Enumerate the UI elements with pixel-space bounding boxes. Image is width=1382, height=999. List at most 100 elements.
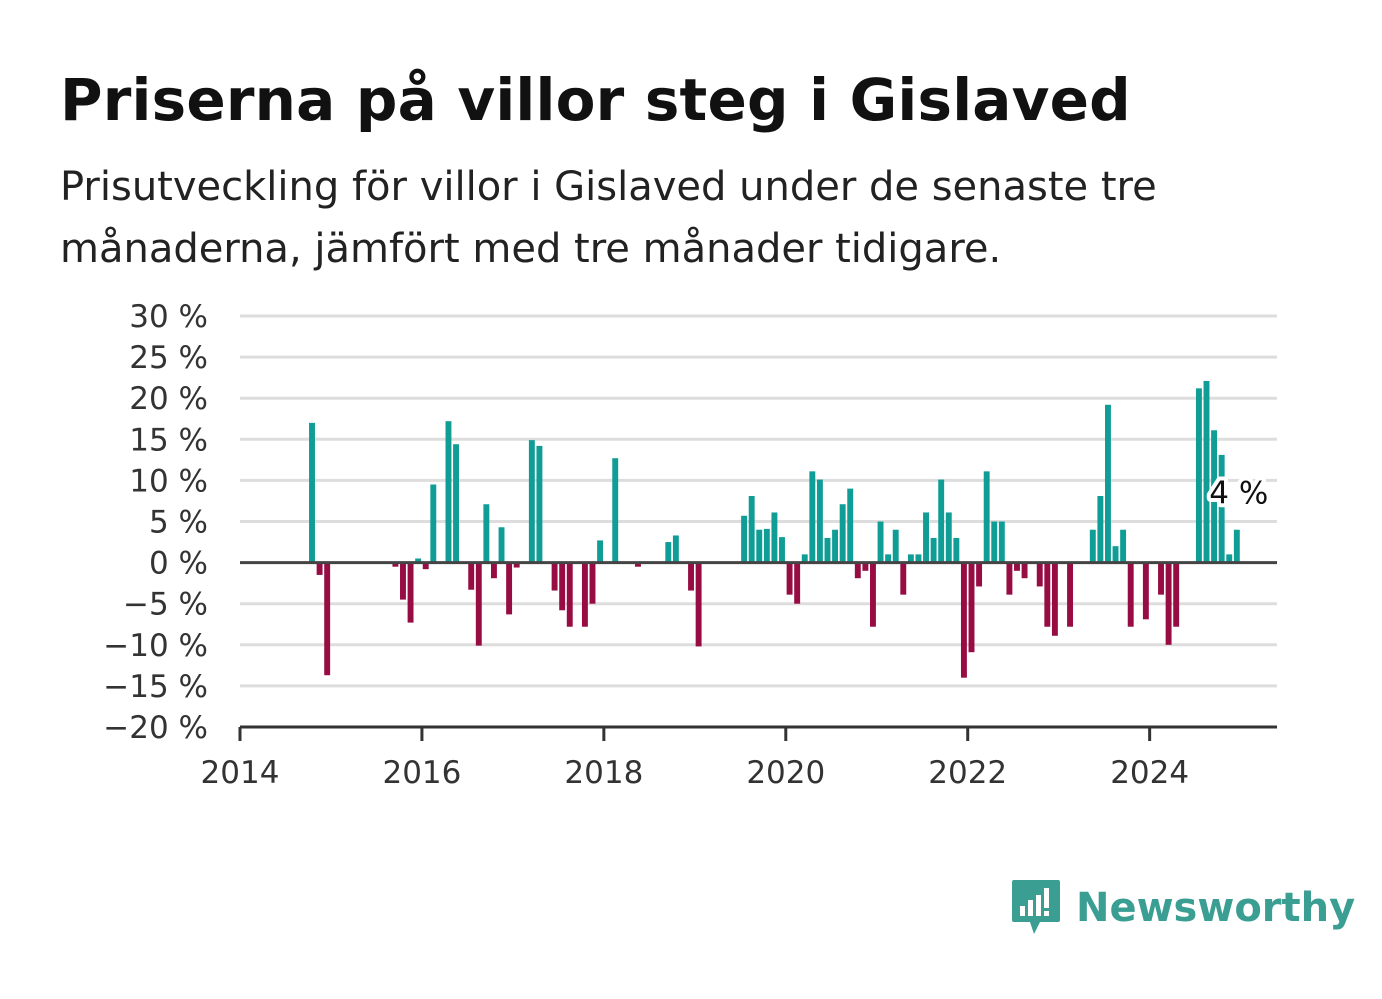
bar-2016-02 xyxy=(430,484,437,563)
annotation-label: 4 % xyxy=(1209,476,1268,512)
bar-2020-10 xyxy=(854,562,861,579)
newsworthy-logo-icon xyxy=(1012,880,1060,934)
bar-2022-08 xyxy=(1021,562,1028,579)
bar-2018-02 xyxy=(612,458,619,563)
y-tick-label: 10 % xyxy=(129,463,208,499)
bar-2021-08 xyxy=(930,537,937,563)
bar-2017-01 xyxy=(513,562,520,568)
bar-2017-12 xyxy=(597,540,604,563)
bar-2022-01 xyxy=(968,562,975,653)
bar-2022-07 xyxy=(1014,562,1020,571)
bar-2015-10 xyxy=(400,562,406,600)
bar-2020-02 xyxy=(794,562,801,604)
bar-2020-04 xyxy=(809,471,816,563)
bar-2024-08 xyxy=(1203,380,1210,563)
bar-2021-07 xyxy=(923,512,929,563)
bar-2023-09 xyxy=(1120,529,1127,563)
x-tick-label: 2016 xyxy=(382,755,461,791)
bar-2022-06 xyxy=(1006,562,1013,595)
bar-2022-12 xyxy=(1051,562,1058,636)
bar-2024-12 xyxy=(1233,529,1240,563)
bar-2024-07 xyxy=(1195,388,1202,563)
bar-2023-02 xyxy=(1067,562,1074,627)
bar-2023-12 xyxy=(1142,562,1149,620)
bar-2020-01 xyxy=(786,562,793,595)
bar-2016-10 xyxy=(490,562,497,579)
bar-2017-07 xyxy=(559,562,566,611)
newsworthy-logo: Newsworthy xyxy=(1010,878,1355,938)
annotation: 4 %4 % xyxy=(1205,472,1272,516)
bar-2023-08 xyxy=(1112,546,1119,563)
bar-2017-04 xyxy=(536,445,543,563)
y-tick-label: 25 % xyxy=(129,340,208,376)
bar-2022-10 xyxy=(1036,562,1043,587)
bar-2024-02 xyxy=(1158,562,1164,595)
bar-2017-10 xyxy=(581,562,588,627)
bar-2019-09 xyxy=(756,529,763,563)
bar-2021-05 xyxy=(907,554,914,563)
y-tick-label: 15 % xyxy=(129,422,208,458)
bar-2014-10 xyxy=(309,422,315,563)
bar-2017-06 xyxy=(551,562,558,591)
bar-2023-05 xyxy=(1089,529,1096,563)
y-tick-label: −20 % xyxy=(103,710,208,746)
bar-2019-10 xyxy=(763,528,770,563)
bar-2015-11 xyxy=(407,562,414,623)
annotation-halo: 4 % xyxy=(1209,476,1268,512)
bar-2016-01 xyxy=(422,562,429,570)
bar-2023-06 xyxy=(1097,496,1104,563)
bar-2015-09 xyxy=(392,562,399,567)
y-tick-label: −15 % xyxy=(103,669,208,705)
bar-2014-12 xyxy=(324,562,331,676)
bar-2023-07 xyxy=(1105,404,1111,563)
chart-subtitle: Prisutveckling för villor i Gislaved und… xyxy=(60,164,1157,272)
x-tick-label: 2018 xyxy=(564,755,643,791)
bar-2024-09 xyxy=(1211,430,1218,563)
bar-2017-03 xyxy=(528,440,535,563)
x-tick-label: 2022 xyxy=(928,755,1007,791)
bar-2020-08 xyxy=(839,504,846,563)
bar-2022-02 xyxy=(976,562,983,587)
bar-2019-01 xyxy=(695,562,702,647)
bar-2021-09 xyxy=(938,479,945,563)
x-tick-label: 2020 xyxy=(746,755,825,791)
bar-2021-01 xyxy=(877,521,884,563)
bar-2024-03 xyxy=(1165,562,1172,645)
bar-2016-09 xyxy=(483,504,490,563)
bar-2019-08 xyxy=(748,496,755,563)
bar-2015-12 xyxy=(415,558,422,563)
bar-2023-10 xyxy=(1127,562,1134,627)
bar-2024-11 xyxy=(1226,554,1233,563)
bar-2022-05 xyxy=(998,521,1005,563)
bar-2017-08 xyxy=(566,562,573,627)
bar-2024-10 xyxy=(1218,454,1225,563)
bar-2020-07 xyxy=(832,529,839,563)
bar-2016-05 xyxy=(453,444,459,563)
bar-2021-02 xyxy=(885,554,892,563)
x-tick-label: 2024 xyxy=(1110,755,1189,791)
brand-name: Newsworthy xyxy=(1076,885,1356,931)
y-tick-label: 5 % xyxy=(149,505,208,541)
bar-2020-05 xyxy=(816,479,823,563)
bar-2022-04 xyxy=(991,521,998,563)
bar-2016-07 xyxy=(468,562,475,590)
bar-2018-12 xyxy=(688,562,694,591)
x-tick-label: 2014 xyxy=(201,755,280,791)
bar-2016-11 xyxy=(498,527,505,563)
bar-2020-09 xyxy=(847,488,854,563)
bar-2021-04 xyxy=(900,562,907,595)
bar-2020-11 xyxy=(862,562,869,571)
chart-title: Priserna på villor steg i Gislaved xyxy=(60,66,1131,134)
y-tick-label: −10 % xyxy=(103,628,208,664)
bar-2016-12 xyxy=(506,562,513,615)
bar-2016-08 xyxy=(475,562,482,646)
grid-lines xyxy=(240,314,1277,688)
bar-2020-12 xyxy=(870,562,876,627)
bar-2018-05 xyxy=(635,562,641,567)
bar-chart: 30 % 25 % 20 % 15 % 10 % 5 % 0 % −5 % −10 % −15 %… xyxy=(103,299,1277,791)
bar-2018-09 xyxy=(665,542,672,563)
y-axis-labels: 30 % 25 % 20 % 15 % 10 % 5 % 0 % −5 % −10 % −15 %… xyxy=(103,299,208,746)
bar-2021-03 xyxy=(892,529,899,563)
x-axis: 2014 2016 2018 2020 2022 2024 xyxy=(201,725,1277,791)
bar-2021-10 xyxy=(945,512,952,563)
